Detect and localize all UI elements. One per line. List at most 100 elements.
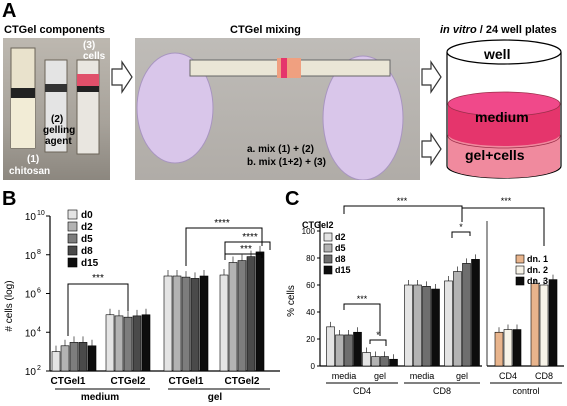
syringe-chitosan-fill [11,98,35,148]
glove-right [322,55,404,180]
chart-b-bar-d8-0 [78,342,88,372]
mixing-photo: a. mix (1) + (2) b. mix (1+2) + (3) [135,38,420,180]
chitosan-label: chitosan [9,166,51,177]
chart-c-control-bar-1-1 [539,284,549,367]
chart-b-bar-d2-3 [228,262,238,372]
chart-b-bar-d0-2 [163,275,173,372]
chart-b-legend-d0: d0 [81,210,93,221]
chart-c-control-bar-0-0 [494,331,504,367]
chart-b-bar-d2-0 [60,345,70,372]
chart-b-bar-d8-2 [190,278,200,372]
syringe-gelling [44,59,68,153]
mixing-drawing [136,52,404,180]
medium-top [447,91,561,117]
chart-b-legend-d5: d5 [81,234,93,245]
chart-c-bar-d5-2 [413,284,422,367]
chart-c-sig-bracket-3 [369,339,387,346]
chart-b-bar-d5-3 [237,260,247,372]
chart-c-ytick-label: 80 [306,254,315,263]
mixing-center [277,58,301,78]
chart-c-bar-d8-0 [344,334,353,367]
chart-b-ytick-label: 10 [25,367,37,378]
chart-b-bar-d15-1 [141,314,151,372]
chart-b-sig-4: *** [240,244,252,255]
chart-c-control-legend-0: dn. 1 [527,254,548,264]
chart-b-sig-3: **** [242,232,258,243]
chart-b-bar-d8-3 [246,256,256,372]
chart-c-sig-bracket-5 [461,207,545,246]
chart-c-bar-d15-2 [431,288,440,367]
chart-b-xtick-2: CTGel2 [110,376,145,387]
invitro-rest: / 24 well plates [476,24,557,36]
chart-b-ytick-label: 10 [25,212,37,223]
chart-b-sig-bracket-1 [67,283,129,336]
chitosan-num-label: (1) [27,154,40,165]
invitro-italic: in vitro [440,24,477,36]
chart-c-sig-bracket-2 [343,205,463,216]
chart-c-bar-d8-1 [380,356,389,367]
chart-c-legend-d8: d8 [335,254,346,264]
chart-b-ytick-exp: 10 [37,210,45,217]
chart-c-bar-d2-1 [362,352,371,367]
chart-c-legend-swatch-d15 [323,265,333,275]
components-title: CTGel components [4,24,105,36]
chart-c-xtick-2: gel [374,371,386,381]
chart-c-sig-3: * [376,330,380,340]
chart-c-sig-1: *** [357,294,368,304]
chart-c-ylabel: % cells [286,285,297,317]
mixing-cells-marker [281,58,287,78]
chart-c-bar-d15-1 [389,358,398,367]
chart-c-control-bar-1-0 [503,329,513,367]
mix-step-a: a. mix (1) + (2) [247,144,314,155]
chart-c-bar-d2-2 [404,284,413,367]
chart-c-sig-bracket-1 [343,303,381,336]
chart-b-legend-d2: d2 [81,222,93,233]
chart-c-ytick-label: 60 [306,281,315,290]
cells-label: cells [83,51,106,62]
chart-c-legend-swatch-d5 [323,243,333,253]
arrow-1 [111,60,133,94]
chart-b-group-gel: gel [208,392,223,403]
chart-c-group-cd4: CD4 [353,386,371,396]
medium-label: medium [475,109,529,125]
agent-label: agent [45,136,72,147]
chart-c-sig-2: *** [397,196,408,206]
chart-b-bar-d15-3 [255,251,265,372]
chart-c-sig-bracket-4 [451,231,471,238]
chart-b-sig-bracket-3 [224,241,271,256]
chart-b-bar-d2-1 [114,315,124,372]
chart-c-legend-title: CTGel2 [302,220,334,230]
chart-c-group-cd8: CD8 [433,386,451,396]
chart-c-bar-d8-2 [422,286,431,367]
chart-b-bar-d5-0 [69,342,79,372]
well-rim [446,39,562,65]
chart-b-sig-bracket-2 [185,227,263,266]
chart-c-ytick-label: 40 [306,308,315,317]
arrow-2 [421,60,442,94]
chart-b-ytick-exp: 4 [37,326,41,333]
chart-c-bar-d2-0 [326,326,335,367]
syringe-cells-fill [77,74,99,88]
arrow-3 [421,132,442,166]
chart-c-control-legend-swatch-0 [515,254,525,264]
invitro-title: in vitro / 24 well plates [440,24,557,36]
gelling-label: gelling [43,125,76,136]
chart-c-legend-swatch-d2 [323,232,333,242]
chart-b-ytick-exp: 2 [37,365,41,372]
chart-b-ytick-exp: 6 [37,288,41,295]
chart-b-sig-2: **** [214,218,230,229]
chart-b-bar-d8-1 [132,315,142,372]
chart-b-ylabel: # cells (log) [4,280,15,331]
chart-c-bar-d2-3 [444,280,453,367]
chart-b-legend-swatch-d8 [67,245,78,256]
chart-c-control-bar-2-1 [548,279,558,367]
panel-a-letter: A [2,0,17,22]
chart-c-control-bar-0-1 [530,283,540,367]
chart-b-bar-d5-1 [123,316,133,372]
chart-b-legend-swatch-d0 [67,209,78,220]
chart-c-bar-d5-3 [453,271,462,367]
chart-b-xtick-4: CTGel2 [224,376,259,387]
chart-b-legend-d8: d8 [81,246,93,257]
